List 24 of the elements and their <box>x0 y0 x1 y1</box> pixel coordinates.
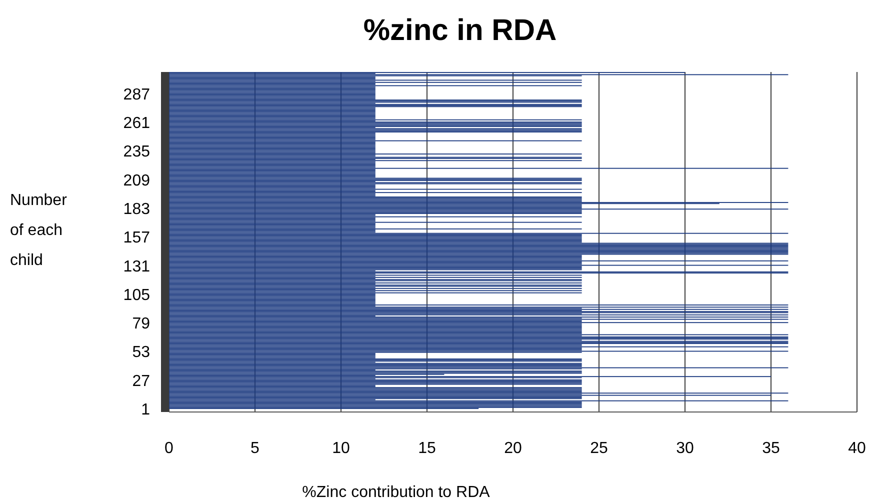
x-tick-label: 15 <box>418 440 436 457</box>
y-tick-label: 79 <box>132 316 150 333</box>
x-tick-label: 5 <box>250 440 260 457</box>
y-tick-label: 235 <box>123 144 150 161</box>
y-tick-label: 1 <box>141 402 150 419</box>
x-tick-label: 10 <box>332 440 350 457</box>
x-tick-label: 35 <box>762 440 780 457</box>
y-tick-label: 209 <box>123 172 150 190</box>
y-axis-title: Number of each child <box>10 192 68 269</box>
x-tick-label: 0 <box>164 440 174 457</box>
y-tick-label: 183 <box>123 200 150 218</box>
y-tick-label: 27 <box>132 372 150 390</box>
x-tick-label: 40 <box>848 440 866 457</box>
y-tick-label: 131 <box>123 258 150 276</box>
y-tick-label: 53 <box>132 344 150 362</box>
x-tick-label: 20 <box>504 440 522 457</box>
x-tick-label: 25 <box>590 440 608 457</box>
y-tick-label: 157 <box>123 230 150 247</box>
x-tick-label: 30 <box>676 440 694 457</box>
y-tick-label: 105 <box>123 286 150 304</box>
y-tick-label: 261 <box>123 115 150 132</box>
chart-title: %zinc in RDA <box>363 14 557 47</box>
x-axis-title: %Zinc contribution to RDA <box>302 484 490 500</box>
y-tick-label: 287 <box>123 86 150 104</box>
